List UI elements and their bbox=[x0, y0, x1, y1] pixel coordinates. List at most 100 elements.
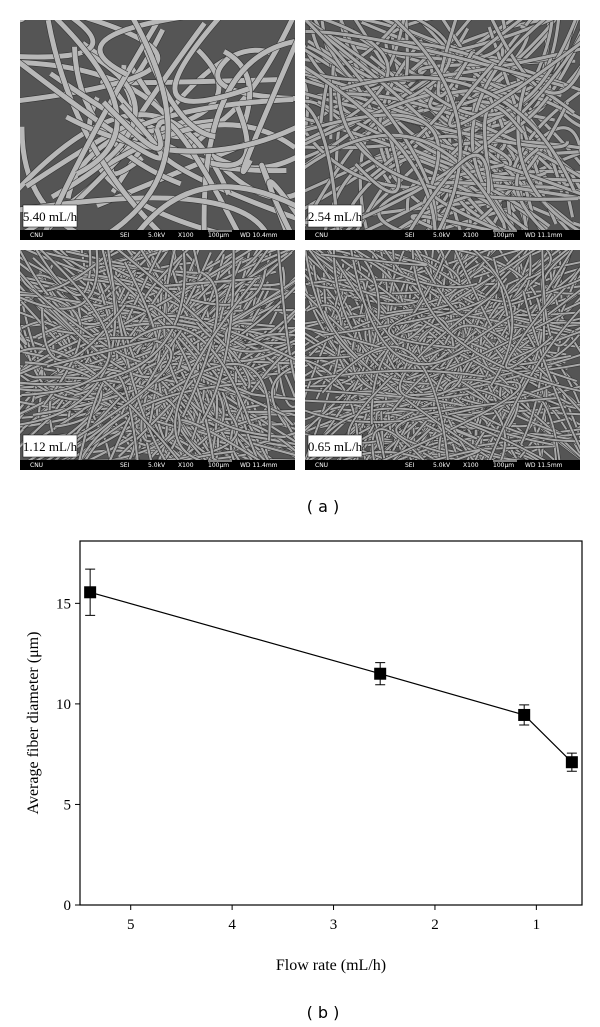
fiber bbox=[395, 278, 580, 336]
panel-label: 1.12 mL/h bbox=[23, 439, 78, 454]
y-tick-label: 10 bbox=[56, 697, 71, 713]
fiber bbox=[328, 250, 580, 443]
info-text: WD 10.4mm bbox=[240, 232, 278, 239]
x-tick-label: 1 bbox=[533, 917, 541, 933]
fiber bbox=[432, 334, 557, 465]
fiber bbox=[305, 369, 486, 382]
fiber bbox=[548, 250, 580, 353]
sem-image: CNU SEI 5.0kV X100 100μm WD 10.4mm 5.40 mL/h bbox=[20, 20, 295, 240]
panel-label: 2.54 mL/h bbox=[308, 209, 363, 224]
x-tick-label: 4 bbox=[228, 917, 236, 933]
fiber bbox=[320, 253, 428, 266]
info-text: WD 11.5mm bbox=[525, 462, 563, 469]
fiber bbox=[54, 20, 120, 177]
x-tick-label: 5 bbox=[127, 917, 135, 933]
x-axis-label: Flow rate (mL/h) bbox=[276, 957, 386, 974]
fiber bbox=[311, 34, 580, 240]
fiber bbox=[266, 179, 295, 240]
fiber bbox=[305, 20, 516, 240]
fiber bbox=[20, 331, 28, 346]
series-line bbox=[89, 591, 573, 763]
fiber bbox=[354, 250, 478, 289]
fiber bbox=[305, 113, 441, 204]
fiber bbox=[168, 362, 271, 441]
x-tick-label: 3 bbox=[330, 917, 338, 933]
fiber bbox=[129, 325, 252, 425]
fiber bbox=[305, 355, 463, 399]
info-text: X100 bbox=[463, 232, 479, 239]
info-text: CNU bbox=[315, 462, 328, 469]
fiber bbox=[305, 65, 437, 240]
point bbox=[374, 667, 387, 680]
fiber bbox=[321, 345, 450, 470]
y-tick-label: 15 bbox=[56, 596, 71, 612]
info-text: CNU bbox=[315, 232, 328, 239]
fiber bbox=[20, 250, 99, 310]
fiber bbox=[402, 153, 491, 240]
fiber bbox=[133, 184, 295, 238]
point bbox=[565, 756, 578, 769]
fiber bbox=[423, 309, 562, 379]
fiber bbox=[484, 308, 580, 470]
fiber bbox=[525, 250, 552, 281]
info-bar bbox=[20, 230, 295, 240]
info-text: 100μm bbox=[493, 462, 514, 469]
fiber bbox=[277, 250, 295, 382]
fiber bbox=[31, 261, 159, 364]
fiber bbox=[181, 365, 286, 417]
fiber bbox=[486, 209, 530, 240]
label-box bbox=[307, 204, 363, 228]
fiber bbox=[36, 251, 212, 401]
info-text: SEI bbox=[405, 232, 415, 239]
info-text: WD 11.1mm bbox=[525, 232, 563, 239]
fiber bbox=[20, 293, 82, 406]
y-tick-label: 0 bbox=[64, 898, 72, 914]
fiber bbox=[522, 290, 580, 451]
info-text: CNU bbox=[30, 462, 43, 469]
fiber bbox=[428, 181, 580, 232]
fiber bbox=[313, 20, 406, 88]
panel-label: 0.65 mL/h bbox=[308, 439, 363, 454]
fiber bbox=[305, 29, 564, 88]
fiber bbox=[305, 29, 580, 150]
fiber bbox=[161, 450, 235, 470]
fiber bbox=[20, 20, 25, 23]
fiber bbox=[305, 381, 560, 424]
fiber bbox=[172, 20, 250, 104]
info-text: X100 bbox=[178, 462, 194, 469]
info-text: 100μm bbox=[208, 462, 229, 469]
x-tick-label: 2 bbox=[431, 917, 439, 933]
fiber bbox=[541, 250, 575, 347]
fiber bbox=[318, 77, 333, 139]
fiber bbox=[305, 278, 446, 360]
info-text: X100 bbox=[178, 232, 194, 239]
info-text: CNU bbox=[30, 232, 43, 239]
info-text: X100 bbox=[463, 462, 479, 469]
info-text: 100μm bbox=[208, 232, 229, 239]
fiber bbox=[305, 326, 507, 470]
label-box bbox=[22, 434, 78, 458]
info-text: 5.0kV bbox=[148, 462, 166, 469]
fiber bbox=[305, 133, 505, 224]
fiber bbox=[65, 114, 295, 154]
info-text: WD 11.4mm bbox=[240, 462, 278, 469]
fiber bbox=[20, 290, 117, 426]
fiber bbox=[271, 365, 295, 427]
sem-image: CNU SEI 5.0kV X100 100μm WD 11.1mm 2.54 mL/h bbox=[305, 20, 580, 240]
fiber bbox=[20, 59, 164, 161]
fiber bbox=[350, 250, 464, 366]
fiber bbox=[214, 415, 268, 434]
plot-frame bbox=[79, 540, 583, 906]
fiber bbox=[347, 375, 393, 444]
fiber bbox=[237, 403, 295, 413]
info-text: 5.0kV bbox=[148, 232, 166, 239]
fiber bbox=[181, 271, 219, 418]
fiber bbox=[391, 348, 472, 412]
fiber bbox=[101, 100, 163, 151]
fiber bbox=[229, 341, 295, 470]
caption: ( b ) bbox=[307, 1003, 340, 1022]
fiber bbox=[20, 252, 186, 386]
info-bar bbox=[305, 460, 580, 470]
fiber bbox=[332, 250, 554, 446]
fiber bbox=[305, 250, 365, 388]
